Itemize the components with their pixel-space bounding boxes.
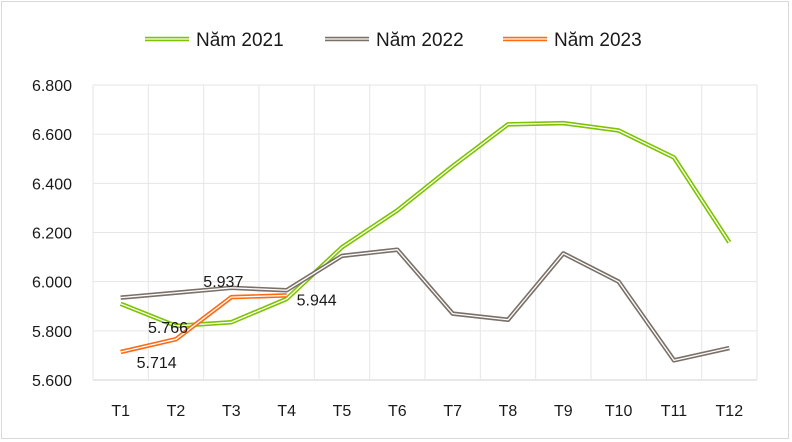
legend-label: Năm 2022 bbox=[376, 30, 464, 51]
x-tick-label: T4 bbox=[277, 403, 296, 420]
y-tick-label: 6.400 bbox=[32, 176, 72, 193]
x-tick-label: T2 bbox=[167, 403, 186, 420]
y-tick-label: 6.600 bbox=[32, 127, 72, 144]
legend-item: Năm 2021 bbox=[145, 30, 284, 51]
series-line-inner bbox=[120, 294, 287, 353]
x-tick-label: T1 bbox=[111, 403, 130, 420]
y-tick-label: 6.200 bbox=[32, 226, 72, 243]
x-tick-label: T12 bbox=[716, 403, 744, 420]
y-tick-label: 5.800 bbox=[32, 324, 72, 341]
legend-item: Năm 2022 bbox=[325, 30, 464, 51]
y-tick-label: 6.800 bbox=[32, 78, 72, 95]
series-line-inner bbox=[120, 122, 730, 327]
legend-item: Năm 2023 bbox=[503, 30, 642, 51]
legend-label: Năm 2023 bbox=[554, 30, 642, 51]
x-tick-label: T7 bbox=[443, 403, 462, 420]
series-2 bbox=[120, 247, 730, 363]
x-tick-label: T9 bbox=[554, 403, 573, 420]
data-label: 5.766 bbox=[148, 320, 188, 337]
series-line-inner bbox=[120, 249, 730, 361]
y-tick-label: 6.000 bbox=[32, 275, 72, 292]
x-tick-label: T5 bbox=[333, 403, 352, 420]
data-label: 5.944 bbox=[297, 292, 337, 309]
x-tick-label: T10 bbox=[605, 403, 633, 420]
x-tick-label: T11 bbox=[661, 403, 687, 420]
y-tick-label: 5.600 bbox=[32, 373, 72, 390]
legend-label: Năm 2021 bbox=[196, 30, 284, 51]
data-label: 5.937 bbox=[203, 274, 243, 291]
series-3 bbox=[120, 293, 287, 355]
data-label: 5.714 bbox=[137, 355, 177, 372]
x-tick-label: T6 bbox=[388, 403, 407, 420]
x-tick-label: T3 bbox=[222, 403, 241, 420]
x-tick-label: T8 bbox=[499, 403, 518, 420]
series-1 bbox=[119, 120, 732, 329]
